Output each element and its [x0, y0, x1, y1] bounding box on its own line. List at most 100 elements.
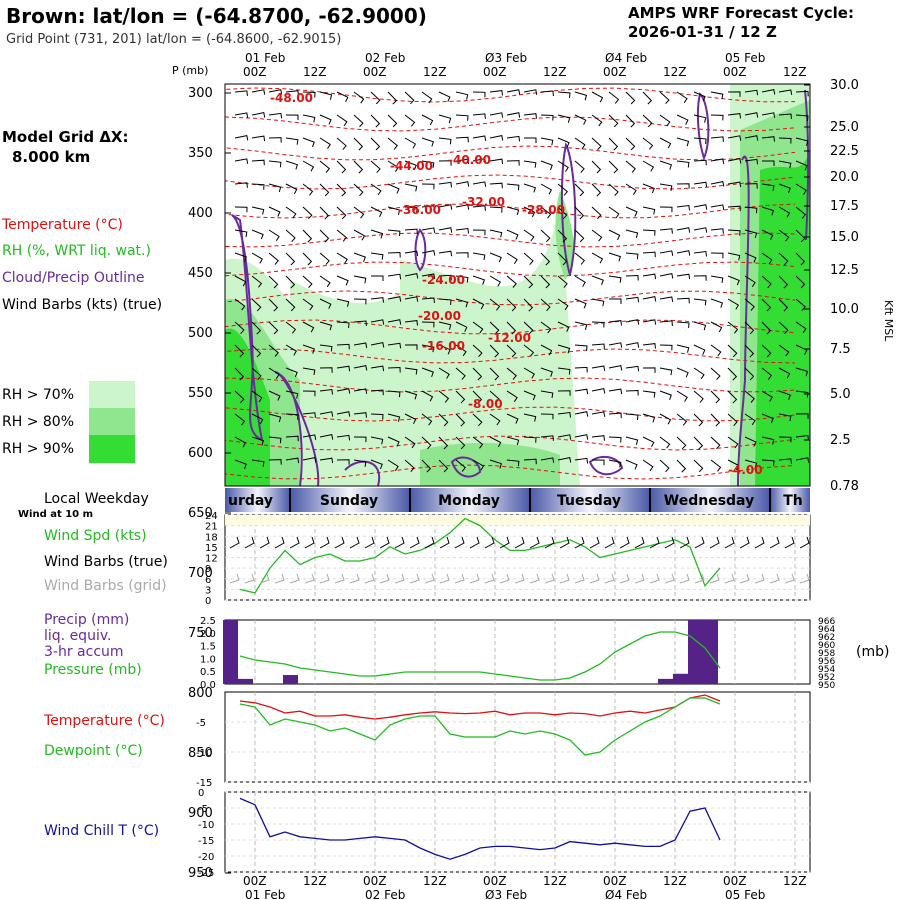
wind-barb — [727, 252, 741, 261]
legend-swatch-rh90 — [89, 435, 135, 463]
wind-barb — [608, 252, 622, 262]
wind-barb — [472, 91, 486, 98]
wind-barb — [455, 367, 466, 380]
wind-barb — [302, 252, 313, 266]
wind-barb — [421, 321, 435, 328]
wind-speed-tick-label: 18 — [205, 532, 218, 543]
wind-barb — [591, 321, 605, 328]
wind-barb — [795, 457, 810, 463]
grid-wind-barb — [424, 573, 435, 584]
wind-barb — [761, 321, 772, 335]
wind-speed-tick-label: 9 — [205, 564, 211, 575]
wind-barb — [642, 183, 655, 194]
windchill-line — [239, 797, 721, 860]
top-date-label: Ø3 Feb — [485, 51, 527, 65]
wind-barb — [795, 90, 809, 97]
wind-barb — [336, 91, 349, 103]
wind-barb — [591, 365, 606, 371]
surface-wind-barb — [244, 536, 255, 549]
wind-barb — [251, 206, 265, 215]
wind-barb — [455, 158, 470, 165]
wind-barb — [744, 390, 755, 403]
top-hour-label: 12Z — [543, 65, 567, 79]
label-pressure: Pressure (mb) — [44, 662, 142, 678]
wind-barb — [693, 275, 707, 281]
wind-barb — [727, 298, 739, 310]
wind-barb — [234, 413, 246, 426]
wind-speed-frame — [224, 514, 811, 601]
wind-barb — [251, 413, 264, 425]
wind-barb — [302, 137, 315, 148]
wind-barb — [506, 112, 521, 118]
wind-barb — [285, 114, 299, 121]
wind-barb — [404, 160, 417, 171]
wind-barb — [778, 458, 792, 464]
wind-barb — [727, 158, 742, 164]
wind-barb — [795, 206, 807, 219]
wind-barb — [676, 436, 687, 450]
wind-barb — [285, 367, 298, 378]
wind-barb — [319, 344, 333, 352]
windchill-tick-label: -20 — [198, 852, 214, 863]
wind-speed-tick-label: 12 — [205, 554, 218, 565]
pressure-tick-label: 350 — [188, 146, 213, 161]
rh90-region — [225, 328, 270, 486]
wind-barb — [744, 344, 755, 358]
wind-barb — [523, 229, 535, 242]
wind-barb — [540, 160, 553, 171]
wind-barb — [540, 435, 554, 441]
wind-barb — [370, 160, 381, 174]
surface-wind-barb — [619, 536, 630, 549]
wind-barb — [302, 390, 316, 397]
pressure-tick-label: 900 — [188, 806, 213, 821]
surface-wind-barb — [364, 536, 375, 549]
wind-barb — [489, 252, 502, 263]
wind-barb — [574, 321, 588, 330]
wind-barb — [319, 298, 332, 309]
wind-barb — [693, 227, 708, 233]
surface-wind-barb — [769, 536, 780, 549]
wind-barb — [778, 252, 789, 266]
wind-barb — [353, 320, 367, 326]
wind-barb — [353, 275, 367, 284]
wind-barb — [761, 229, 774, 241]
top-hour-label: 00Z — [243, 65, 267, 79]
wind-barb — [540, 183, 553, 195]
wind-barb — [574, 206, 585, 220]
wind-barb — [319, 388, 333, 395]
rh80-region — [555, 190, 575, 280]
wind-barb — [387, 114, 398, 128]
wind-barb — [234, 158, 249, 164]
wind-barb — [268, 160, 282, 168]
temperature-contour — [224, 174, 796, 190]
surface-wind-barb — [334, 536, 345, 549]
wind-barb — [795, 390, 809, 398]
wind-barb — [676, 204, 690, 211]
wind-barb — [659, 413, 672, 425]
wind-barb — [353, 114, 364, 128]
surface-wind-barb — [724, 536, 735, 549]
wind-barb — [778, 89, 793, 95]
wind-barb — [472, 229, 486, 236]
dewpoint-line — [239, 697, 721, 756]
wind-barb — [676, 114, 689, 125]
wind-barb — [557, 206, 568, 220]
wind-barb — [506, 321, 517, 335]
wind-barb — [524, 137, 537, 143]
grid-wind-barb — [664, 573, 675, 584]
temperature-tick-label: -5 — [196, 718, 206, 729]
bottom-hour-label: 12Z — [423, 874, 447, 888]
wind-barb — [387, 296, 402, 302]
wind-barb — [761, 183, 775, 191]
wind-barb — [370, 436, 384, 445]
wind-barb — [455, 204, 470, 210]
wind-barb — [268, 459, 282, 465]
wind-barb — [421, 459, 432, 473]
wind-barb — [472, 158, 487, 164]
wind-barb — [591, 435, 605, 441]
wind-barb — [727, 436, 739, 449]
wind-barb — [404, 344, 418, 350]
precip-bar — [238, 678, 253, 684]
wind-barb — [506, 89, 521, 95]
wind-barb — [506, 183, 520, 191]
